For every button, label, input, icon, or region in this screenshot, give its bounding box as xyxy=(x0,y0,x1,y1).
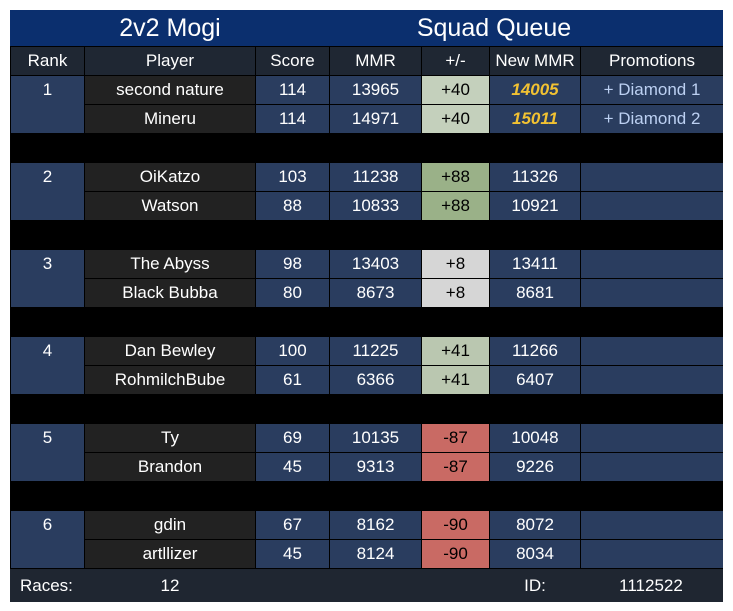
promotion xyxy=(581,540,723,568)
player: OiKatzo xyxy=(85,163,255,191)
new-mmr: 10921 xyxy=(490,192,580,220)
score: 69 xyxy=(256,424,329,452)
player: Brandon xyxy=(85,453,255,481)
player: Watson xyxy=(85,192,255,220)
footer-bar xyxy=(10,569,723,602)
player: RohmilchBube xyxy=(85,366,255,394)
rank: 1 xyxy=(11,76,84,133)
mmr-change: -90 xyxy=(422,511,489,539)
score: 98 xyxy=(256,250,329,278)
column-header: Rank xyxy=(11,47,84,75)
races-value: 12 xyxy=(160,576,180,595)
player: artllizer xyxy=(85,540,255,568)
score: 67 xyxy=(256,511,329,539)
new-mmr: 8072 xyxy=(490,511,580,539)
mmr: 9313 xyxy=(330,453,421,481)
new-mmr: 10048 xyxy=(490,424,580,452)
mmr-change: +41 xyxy=(422,366,489,394)
title-bar xyxy=(10,10,723,46)
player: gdin xyxy=(85,511,255,539)
mmr-change: -90 xyxy=(422,540,489,568)
mmr-change: +88 xyxy=(422,192,489,220)
mmr-change: +8 xyxy=(422,279,489,307)
score: 80 xyxy=(256,279,329,307)
promotion: + Diamond 2 xyxy=(581,105,723,133)
score: 45 xyxy=(256,540,329,568)
score: 114 xyxy=(256,105,329,133)
rank: 2 xyxy=(11,163,84,220)
player: Dan Bewley xyxy=(85,337,255,365)
player: Ty xyxy=(85,424,255,452)
promotion xyxy=(581,192,723,220)
promotion xyxy=(581,337,723,365)
mmr-change: -87 xyxy=(422,453,489,481)
mmr: 8673 xyxy=(330,279,421,307)
column-header: +/- xyxy=(422,47,489,75)
new-mmr: 11326 xyxy=(490,163,580,191)
id-label: ID: xyxy=(524,576,546,595)
mmr: 8162 xyxy=(330,511,421,539)
column-header: MMR xyxy=(330,47,421,75)
new-mmr: 9226 xyxy=(490,453,580,481)
mmr: 8124 xyxy=(330,540,421,568)
mmr: 10833 xyxy=(330,192,421,220)
mmr-change: +8 xyxy=(422,250,489,278)
promotion xyxy=(581,511,723,539)
promotion xyxy=(581,279,723,307)
new-mmr: 14005 xyxy=(490,76,580,104)
mmr: 13403 xyxy=(330,250,421,278)
score: 114 xyxy=(256,76,329,104)
mmr-change: +40 xyxy=(422,76,489,104)
new-mmr: 13411 xyxy=(490,250,580,278)
new-mmr: 8681 xyxy=(490,279,580,307)
races-label: Races: xyxy=(20,576,73,595)
mmr-change: +88 xyxy=(422,163,489,191)
id-value: 1112522 xyxy=(619,576,683,595)
new-mmr: 11266 xyxy=(490,337,580,365)
rank: 4 xyxy=(11,337,84,394)
score: 45 xyxy=(256,453,329,481)
rank: 3 xyxy=(11,250,84,307)
new-mmr: 8034 xyxy=(490,540,580,568)
column-header: Promotions xyxy=(581,47,723,75)
rank: 6 xyxy=(11,511,84,568)
mmr: 11238 xyxy=(330,163,421,191)
mmr: 6366 xyxy=(330,366,421,394)
score: 100 xyxy=(256,337,329,365)
column-header: Score xyxy=(256,47,329,75)
results-table: 2v2 Mogi Squad Queue Races: 12 ID: 11125… xyxy=(10,10,723,602)
promotion: + Diamond 1 xyxy=(581,76,723,104)
mmr-change: +41 xyxy=(422,337,489,365)
promotion xyxy=(581,250,723,278)
new-mmr: 15011 xyxy=(490,105,580,133)
player: Black Bubba xyxy=(85,279,255,307)
column-header: Player xyxy=(85,47,255,75)
title-right: Squad Queue xyxy=(416,14,572,42)
new-mmr: 6407 xyxy=(490,366,580,394)
mmr: 14971 xyxy=(330,105,421,133)
promotion xyxy=(581,453,723,481)
player: Mineru xyxy=(85,105,255,133)
promotion xyxy=(581,163,723,191)
score: 88 xyxy=(256,192,329,220)
player: second nature xyxy=(85,76,255,104)
rank: 5 xyxy=(11,424,84,481)
promotion xyxy=(581,424,723,452)
player: The Abyss xyxy=(85,250,255,278)
mmr: 10135 xyxy=(330,424,421,452)
mmr-change: +40 xyxy=(422,105,489,133)
mmr: 11225 xyxy=(330,337,421,365)
score: 61 xyxy=(256,366,329,394)
mmr-change: -87 xyxy=(422,424,489,452)
column-header: New MMR xyxy=(490,47,580,75)
score: 103 xyxy=(256,163,329,191)
title-left: 2v2 Mogi xyxy=(119,14,221,42)
promotion xyxy=(581,366,723,394)
mmr: 13965 xyxy=(330,76,421,104)
